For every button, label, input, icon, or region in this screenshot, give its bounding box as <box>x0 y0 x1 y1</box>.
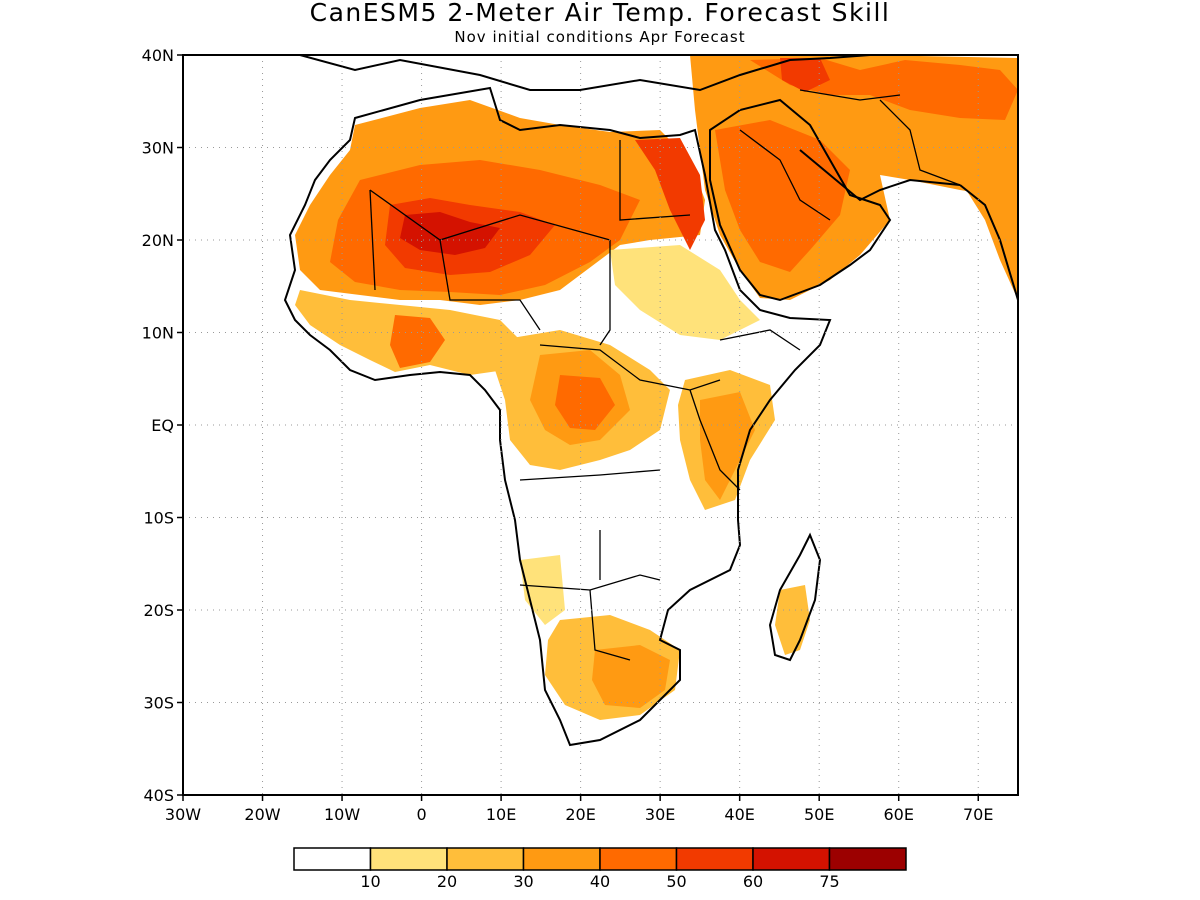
legend-label: 20 <box>437 872 457 891</box>
lon-label: 0 <box>416 805 426 824</box>
border-line <box>739 129 831 221</box>
legend-swatch <box>599 847 678 871</box>
border-line <box>799 89 901 101</box>
lon-label: 10W <box>324 805 360 824</box>
lat-label: 40N <box>142 46 174 65</box>
legend-label: 30 <box>513 872 533 891</box>
border-line <box>369 189 376 291</box>
longitude-labels: 30W 20W 10W 0 10E 20E 30E 40E 50E 60E 70E <box>165 805 994 824</box>
lon-label: 50E <box>804 805 834 824</box>
border-line <box>599 240 611 346</box>
lon-label: 60E <box>883 805 913 824</box>
lon-label: 40E <box>724 805 754 824</box>
skill-region-ethiopia <box>610 245 760 340</box>
legend-swatch <box>446 847 525 871</box>
map-subtitle: Nov initial conditions Apr Forecast <box>454 28 746 46</box>
lat-label: 40S <box>143 786 174 805</box>
legend-swatch <box>752 847 831 871</box>
border-line <box>369 189 611 241</box>
map-title: CanESM5 2-Meter Air Temp. Forecast Skill <box>309 0 891 27</box>
country-borders <box>369 89 961 661</box>
lat-label: 30N <box>142 139 174 158</box>
legend-swatch <box>828 847 907 871</box>
lat-label: 30S <box>143 694 174 713</box>
lat-label: 10N <box>142 324 174 343</box>
lat-label: 10S <box>143 509 174 528</box>
lat-label: EQ <box>151 416 174 435</box>
skill-shading <box>295 55 1018 720</box>
border-line <box>439 239 541 331</box>
india-coastline <box>959 184 1018 301</box>
border-line <box>539 344 721 391</box>
map-area <box>183 55 1018 795</box>
border-line <box>879 99 961 186</box>
skill-region-guinea <box>390 315 445 368</box>
skill-region-gulf-peak <box>780 58 830 92</box>
axis-ticks <box>177 54 979 801</box>
legend-label: 10 <box>360 872 380 891</box>
border-line <box>519 574 661 591</box>
lon-label: 30E <box>645 805 675 824</box>
skill-region-congo <box>555 375 615 430</box>
legend-label: 75 <box>819 872 839 891</box>
skill-region-india <box>960 170 1018 300</box>
persian-gulf-coastline <box>799 149 961 202</box>
lon-label: 20E <box>565 805 595 824</box>
skill-region-south-core <box>592 645 670 708</box>
europe-coastline <box>185 55 871 92</box>
arabia-coastline <box>709 98 892 302</box>
legend-label: 60 <box>743 872 763 891</box>
legend-swatch <box>522 847 601 871</box>
legend-label: 50 <box>666 872 686 891</box>
border-line <box>519 469 661 481</box>
lat-label: 20S <box>143 601 174 620</box>
madagascar-coastline <box>768 532 822 662</box>
skill-region-madagascar <box>775 585 810 655</box>
border-line <box>719 329 801 351</box>
skill-region-east-core <box>700 392 755 500</box>
legend-label: 40 <box>590 872 610 891</box>
skill-region-arabia-core <box>715 120 850 272</box>
legend-swatch <box>675 847 754 871</box>
lon-label: 70E <box>963 805 993 824</box>
africa-coastline <box>283 86 832 747</box>
lon-label: 30W <box>165 805 201 824</box>
border-line <box>619 140 691 221</box>
legend-swatch <box>293 847 372 871</box>
legend-swatch <box>369 847 448 871</box>
latitude-labels: 40N 30N 20N 10N EQ 10S 20S 30S 40S <box>142 46 174 805</box>
border-line <box>689 389 741 491</box>
skill-region-red-sea <box>635 138 705 250</box>
colorbar-legend: 10 20 30 40 50 60 75 <box>293 847 907 891</box>
skill-region-sahara-max <box>400 212 500 255</box>
lon-label: 20W <box>244 805 280 824</box>
lon-label: 10E <box>486 805 516 824</box>
lat-label: 20N <box>142 231 174 250</box>
coastlines <box>185 55 1018 747</box>
